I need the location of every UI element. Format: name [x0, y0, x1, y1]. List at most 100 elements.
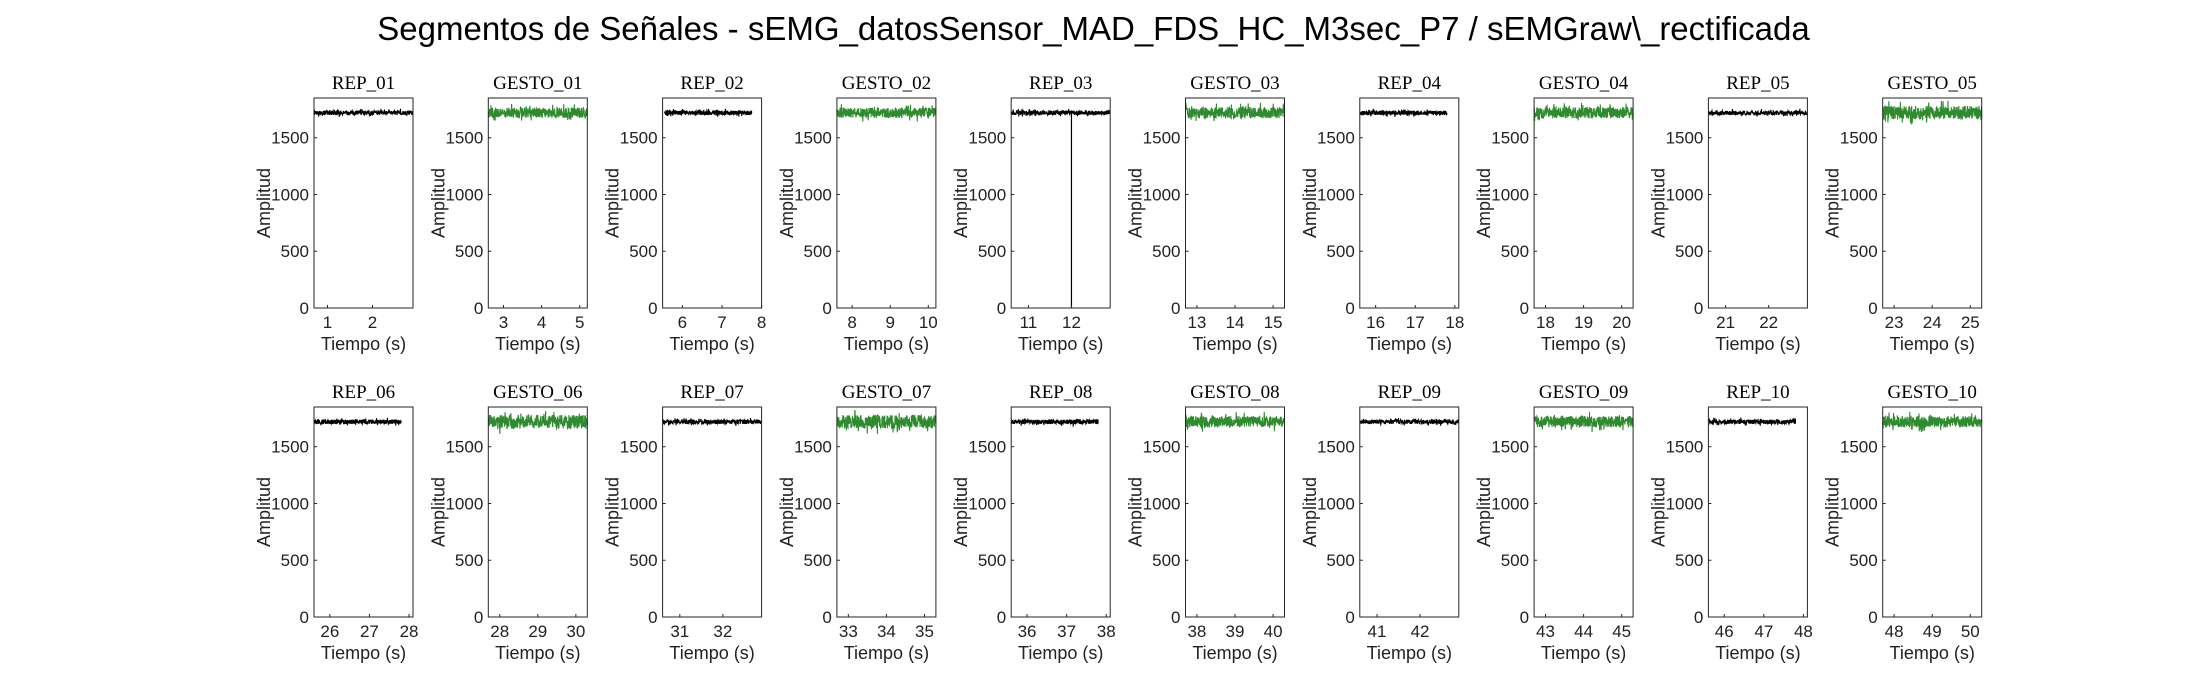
x-tick-label: 41: [1368, 622, 1387, 641]
x-tick-label: 50: [1961, 622, 1980, 641]
signal-line: [1184, 102, 1285, 122]
x-tick-label: 2: [368, 313, 377, 332]
x-tick-label: 46: [1715, 622, 1734, 641]
x-tick-label: 19: [1574, 313, 1593, 332]
x-tick-label: 33: [839, 622, 858, 641]
axes-box: [313, 97, 414, 309]
y-tick-label: 500: [804, 551, 832, 570]
subplot-rep_06: REP_06 0 500 1000 1500 26 27 28 Tiempo (s) Amplit…: [254, 382, 419, 663]
x-tick-label: 13: [1187, 313, 1206, 332]
x-axis-label: Tiempo (s): [1715, 643, 1800, 663]
x-tick-label: 28: [400, 622, 419, 641]
y-axis-label: Amplitud: [1823, 477, 1843, 547]
x-tick-label: 47: [1754, 622, 1773, 641]
y-tick-label: 500: [455, 551, 483, 570]
y-tick-label: 1500: [1840, 438, 1878, 457]
y-tick-label: 1000: [1317, 494, 1355, 513]
y-tick-label: 500: [1152, 242, 1180, 261]
subplot-title: GESTO_07: [842, 382, 931, 403]
axes-box: [313, 406, 414, 618]
y-axis-label: Amplitud: [777, 477, 797, 547]
y-tick-label: 0: [1694, 608, 1703, 627]
y-tick-label: 1500: [445, 438, 483, 457]
subplot-title: REP_09: [1378, 382, 1441, 403]
x-tick-label: 23: [1885, 313, 1904, 332]
y-tick-label: 1000: [968, 494, 1006, 513]
y-tick-label: 1500: [445, 129, 483, 148]
subplot-title: REP_05: [1726, 73, 1789, 94]
signal-line: [1184, 411, 1286, 432]
x-tick-label: 49: [1923, 622, 1942, 641]
y-tick-label: 1500: [794, 438, 832, 457]
signal-line: [313, 108, 414, 117]
x-axis-label: Tiempo (s): [1192, 643, 1277, 663]
subplot-title: REP_03: [1029, 73, 1092, 94]
x-tick-label: 10: [919, 313, 938, 332]
x-tick-label: 3: [499, 313, 508, 332]
axes-box: [487, 406, 588, 618]
y-tick-label: 0: [474, 299, 483, 318]
y-tick-label: 500: [1675, 551, 1703, 570]
y-tick-label: 0: [300, 608, 309, 627]
subplot-title: GESTO_10: [1888, 382, 1977, 403]
y-tick-label: 1500: [968, 438, 1006, 457]
signal-line: [487, 411, 588, 435]
y-tick-label: 500: [629, 551, 657, 570]
subplot-title: REP_10: [1726, 382, 1789, 403]
y-tick-label: 0: [1171, 299, 1180, 318]
x-axis-label: Tiempo (s): [844, 334, 929, 354]
subplot-gesto_04: GESTO_04 0 500 1000 1500 18 19 20 Tiempo (s) Ampl…: [1474, 73, 1634, 354]
y-tick-label: 0: [997, 299, 1006, 318]
x-tick-label: 39: [1226, 622, 1245, 641]
y-tick-label: 0: [1694, 299, 1703, 318]
x-tick-label: 44: [1574, 622, 1593, 641]
y-axis-label: Amplitud: [951, 477, 971, 547]
y-axis-label: Amplitud: [428, 168, 448, 238]
x-tick-label: 32: [713, 622, 732, 641]
y-tick-label: 1500: [271, 438, 309, 457]
signal-line: [1359, 108, 1448, 117]
x-tick-label: 38: [1097, 622, 1116, 641]
subplot-rep_08: REP_08 0 500 1000 1500 36 37 38 Tiempo (s) Amplit…: [951, 382, 1116, 663]
subplot-title: GESTO_08: [1190, 382, 1279, 403]
x-tick-label: 8: [757, 313, 766, 332]
subplot-rep_05: REP_05 0 500 1000 1500 21 22 Tiempo (s) Amplitud: [1648, 73, 1808, 354]
subplot-title: GESTO_03: [1190, 73, 1279, 94]
x-axis-label: Tiempo (s): [1367, 643, 1452, 663]
axes-box: [662, 97, 763, 309]
subplot-gesto_01: GESTO_01 0 500 1000 1500 3 4 5 Tiempo (s) Amplitu…: [428, 73, 588, 354]
y-tick-label: 500: [1501, 551, 1529, 570]
y-tick-label: 1000: [968, 185, 1006, 204]
subplot-rep_10: REP_10 0 500 1000 1500 46 47 48 Tiempo (s) Amplit…: [1648, 382, 1813, 663]
x-tick-label: 48: [1885, 622, 1904, 641]
y-tick-label: 1000: [620, 185, 658, 204]
subplot-gesto_07: GESTO_07 0 500 1000 1500 33 34 35 Tiempo (s) Ampl…: [777, 382, 937, 663]
subplot-title: REP_01: [332, 73, 395, 94]
y-tick-label: 1000: [620, 494, 658, 513]
axes-box: [1707, 97, 1808, 309]
y-tick-label: 1500: [1317, 438, 1355, 457]
y-axis-label: Amplitud: [1823, 168, 1843, 238]
y-axis-label: Amplitud: [1300, 477, 1320, 547]
x-axis-label: Tiempo (s): [1018, 334, 1103, 354]
x-tick-label: 26: [320, 622, 339, 641]
y-tick-label: 0: [1520, 299, 1529, 318]
x-axis-label: Tiempo (s): [1890, 334, 1975, 354]
y-tick-label: 1500: [1143, 129, 1181, 148]
y-tick-label: 1000: [1491, 494, 1529, 513]
y-axis-label: Amplitud: [951, 168, 971, 238]
subplot-gesto_02: GESTO_02 0 500 1000 1500 8 9 10 Tiempo (s) Amplit…: [777, 73, 938, 354]
x-tick-label: 27: [360, 622, 379, 641]
x-tick-label: 25: [1961, 313, 1980, 332]
y-tick-label: 0: [1345, 299, 1354, 318]
x-tick-label: 38: [1187, 622, 1206, 641]
x-tick-label: 42: [1411, 622, 1430, 641]
subplot-rep_09: REP_09 0 500 1000 1500 41 42 Tiempo (s) Amplitud: [1300, 382, 1460, 663]
axes-box: [836, 406, 937, 618]
subplot-title: GESTO_01: [493, 73, 582, 94]
signal-line: [1010, 108, 1111, 117]
x-axis-label: Tiempo (s): [321, 643, 406, 663]
subplot-title: REP_08: [1029, 382, 1092, 403]
x-axis-label: Tiempo (s): [495, 643, 580, 663]
y-tick-label: 0: [648, 299, 657, 318]
